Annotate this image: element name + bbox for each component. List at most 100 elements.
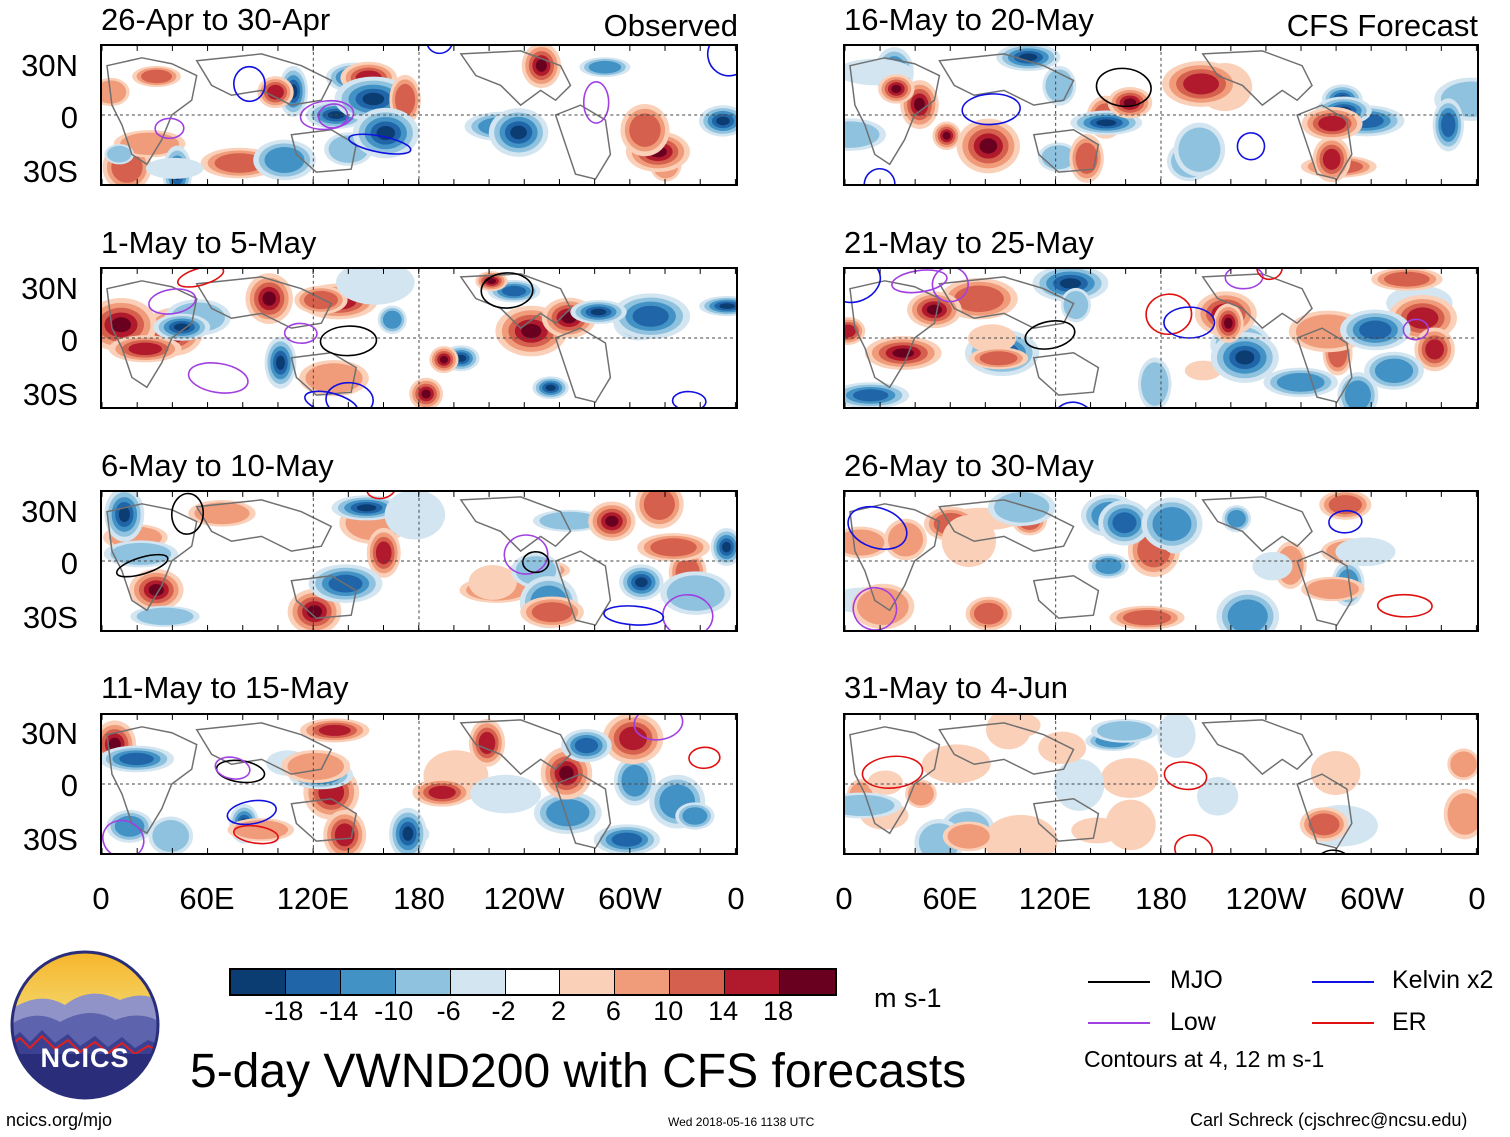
positive-anomaly-shading — [486, 278, 496, 284]
negative-anomaly-shading — [376, 126, 396, 141]
mjo-contour — [480, 272, 534, 309]
colorbar-cell — [450, 970, 506, 994]
low-contour — [154, 117, 185, 140]
coastline — [849, 280, 941, 389]
lon-label: 60E — [179, 881, 235, 916]
negative-anomaly-shading — [145, 157, 204, 179]
colorbar-cell — [560, 970, 616, 994]
lon-label: 180 — [393, 881, 445, 916]
low-contour — [299, 99, 355, 131]
lon-label: 120E — [1018, 881, 1092, 916]
negative-anomaly-shading — [539, 511, 599, 530]
lon-label: 180 — [1135, 881, 1187, 916]
ncics-logo: NCICS — [10, 950, 160, 1100]
negative-anomaly-shading — [590, 308, 607, 316]
positive-anomaly-shading — [922, 744, 991, 784]
colorbar-ticks: -18 -14 -10 -6 -2 2 6 10 14 18 — [229, 996, 833, 1028]
legend-er-label: ER — [1392, 1008, 1427, 1036]
positive-anomaly-shading — [973, 602, 1004, 625]
low-contour — [852, 586, 898, 630]
coastline — [1296, 327, 1353, 403]
negative-anomaly-shading — [1344, 380, 1371, 407]
positive-anomaly-shading — [535, 59, 547, 72]
negative-anomaly-shading — [1045, 69, 1074, 103]
lat-label-30s: 30S — [22, 822, 78, 857]
negative-anomaly-shading — [1097, 721, 1153, 741]
kelvin-contour — [1236, 132, 1266, 161]
coastline — [290, 575, 358, 619]
negative-anomaly-shading — [1441, 112, 1456, 138]
coastline — [1201, 719, 1313, 776]
positive-anomaly-shading — [303, 290, 339, 310]
lon-label: 120E — [276, 881, 350, 916]
footer-url[interactable]: ncics.org/mjo — [6, 1110, 113, 1130]
lon-label: 60E — [922, 881, 978, 916]
colorbar-cell — [340, 970, 396, 994]
lon-label: 120W — [483, 881, 565, 916]
low-contour — [1402, 318, 1429, 341]
er-contour — [1163, 761, 1208, 791]
negative-anomaly-shading — [276, 355, 285, 371]
colorbar-tick-label: -18 — [264, 996, 304, 1026]
negative-anomaly-shading — [632, 305, 669, 327]
panel-title-forecast-4: 31-May to 4-Jun — [844, 670, 1068, 705]
lon-label: 0 — [835, 881, 853, 916]
lat-label-eq: 0 — [60, 546, 78, 581]
positive-anomaly-shading — [128, 342, 163, 356]
coastline — [106, 726, 198, 835]
colorbar-tick-label: 10 — [653, 996, 684, 1026]
positive-anomaly-shading — [619, 726, 648, 751]
negative-anomaly-shading — [107, 145, 132, 163]
coastline — [1296, 550, 1353, 626]
positive-anomaly-shading — [305, 363, 363, 394]
kelvin-contour — [603, 605, 665, 626]
legend-low-label: Low — [1170, 1008, 1216, 1036]
positive-anomaly-shading — [629, 113, 661, 147]
negative-anomaly-shading — [118, 506, 130, 523]
positive-anomaly-shading — [650, 538, 697, 557]
positive-anomaly-shading — [1183, 73, 1219, 95]
positive-anomaly-shading — [942, 131, 951, 140]
colorbar-unit: m s-1 — [874, 983, 942, 1013]
kelvin-contour — [1163, 306, 1216, 339]
positive-anomaly-shading — [334, 823, 355, 847]
footer-timestamp: Wed 2018-05-16 1138 UTC — [668, 1115, 815, 1129]
negative-anomaly-shading — [336, 269, 415, 305]
low-contour — [187, 362, 249, 394]
kelvin-contour — [706, 46, 736, 77]
low-contour — [317, 103, 349, 129]
kelvin-contour — [325, 381, 374, 407]
coastline — [1296, 104, 1353, 180]
positive-anomaly-shading — [1308, 813, 1340, 836]
negative-anomaly-shading — [119, 752, 154, 766]
colorbar-tick-label: -10 — [374, 996, 414, 1026]
lon-label: 60W — [1340, 881, 1404, 916]
lat-label-30s: 30S — [22, 600, 78, 635]
map-panel-forecast-4 — [843, 713, 1479, 855]
negative-anomaly-shading — [356, 504, 377, 512]
legend-kelvin-label: Kelvin x2 — [1392, 966, 1494, 994]
negative-anomaly-shading — [1041, 145, 1076, 170]
kelvin-contour — [233, 65, 266, 103]
negative-anomaly-shading — [1059, 278, 1082, 289]
legend-low-line — [1088, 1022, 1150, 1024]
negative-anomaly-shading — [1095, 557, 1122, 574]
panel-title-forecast-2: 21-May to 25-May — [844, 225, 1094, 260]
er-contour — [861, 755, 924, 789]
positive-anomaly-shading — [262, 291, 276, 306]
negative-anomaly-shading — [666, 575, 725, 611]
legend-note: Contours at 4, 12 m s-1 — [1084, 1046, 1325, 1072]
map-panel-observed-2 — [100, 267, 738, 409]
colorbar-cell — [395, 970, 451, 994]
negative-anomaly-shading — [1178, 127, 1221, 172]
negative-anomaly-shading — [852, 389, 889, 402]
kelvin-contour — [425, 46, 454, 55]
kelvin-contour — [961, 93, 1021, 126]
low-contour — [283, 322, 318, 344]
er-contour — [1145, 293, 1193, 336]
negative-anomaly-shading — [152, 819, 190, 852]
negative-anomaly-shading — [110, 542, 172, 565]
kelvin-contour — [1052, 401, 1096, 407]
negative-anomaly-shading — [1152, 507, 1192, 541]
coastline — [849, 503, 941, 612]
